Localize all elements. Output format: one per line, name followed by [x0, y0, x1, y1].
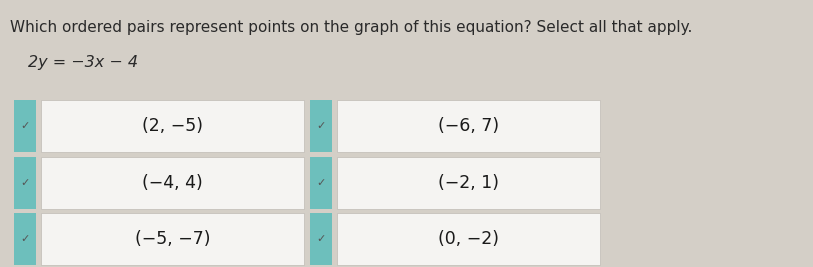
Text: (−6, 7): (−6, 7)	[438, 117, 499, 135]
Bar	[337, 157, 600, 209]
Bar	[14, 213, 36, 265]
Bar	[337, 100, 600, 152]
Text: (−4, 4): (−4, 4)	[142, 174, 203, 192]
Bar	[14, 157, 36, 209]
Bar	[41, 157, 304, 209]
Text: 2y = −3x − 4: 2y = −3x − 4	[28, 55, 138, 70]
Text: ✓: ✓	[20, 234, 30, 244]
Text: (2, −5): (2, −5)	[142, 117, 203, 135]
Bar	[14, 100, 36, 152]
Bar	[310, 157, 332, 209]
Text: ✓: ✓	[20, 121, 30, 131]
Text: ✓: ✓	[316, 121, 326, 131]
Text: ✓: ✓	[316, 178, 326, 188]
Bar	[41, 100, 304, 152]
Bar	[41, 213, 304, 265]
Bar	[310, 213, 332, 265]
Text: (0, −2): (0, −2)	[438, 230, 499, 248]
Text: ✓: ✓	[20, 178, 30, 188]
Text: Which ordered pairs represent points on the graph of this equation? Select all t: Which ordered pairs represent points on …	[10, 20, 693, 35]
Text: (−5, −7): (−5, −7)	[135, 230, 211, 248]
Bar	[310, 100, 332, 152]
Text: (−2, 1): (−2, 1)	[438, 174, 499, 192]
Text: ✓: ✓	[316, 234, 326, 244]
Bar	[337, 213, 600, 265]
